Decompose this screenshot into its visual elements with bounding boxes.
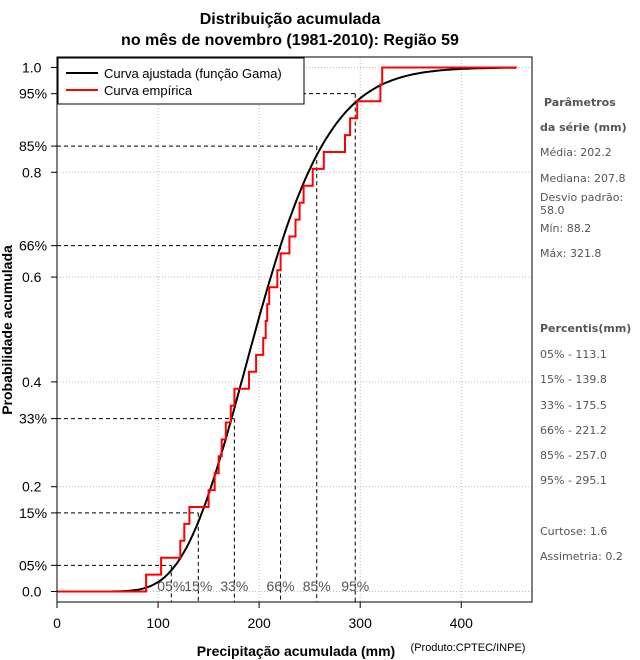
x-tick-label: 0 bbox=[53, 615, 61, 631]
stat-curtose: Curtose: 1.6 bbox=[540, 525, 608, 538]
legend-label-empirical: Curva empírica bbox=[104, 83, 193, 98]
grid bbox=[56, 57, 532, 602]
x-tick-label: 400 bbox=[450, 615, 474, 631]
pctl-05: 05% - 113.1 bbox=[540, 348, 607, 361]
stat-mediana: Mediana: 207.8 bbox=[540, 172, 626, 185]
y-axis-label: Probabilidade acumulada bbox=[0, 245, 15, 415]
stat-assimetria: Assimetria: 0.2 bbox=[540, 550, 623, 563]
y-tick-label: 0.2 bbox=[22, 479, 42, 495]
stat-media: Média: 202.2 bbox=[540, 146, 612, 159]
y-tick-percentile-label: 15% bbox=[19, 505, 47, 521]
y-tick-label: 1.0 bbox=[22, 59, 42, 75]
chart-title-line-2: no mês de novembro (1981-2010): Região 5… bbox=[121, 32, 459, 49]
stat-min: Mín: 88.2 bbox=[540, 222, 592, 235]
params-title-2: da série (mm) bbox=[540, 121, 627, 134]
pctl-33: 33% - 175.5 bbox=[540, 399, 607, 412]
y-tick-percentile-label: 66% bbox=[19, 238, 47, 254]
percentile-axis-label: 33% bbox=[220, 578, 248, 594]
y-tick-percentile-label: 95% bbox=[19, 86, 47, 102]
params-title-1: Parâmetros bbox=[544, 96, 616, 109]
y-tick-label: 0.6 bbox=[22, 269, 42, 285]
credit-label: (Produto:CPTEC/INPE) bbox=[411, 642, 526, 654]
x-tick-label: 100 bbox=[146, 615, 170, 631]
percentile-labels: 05%15% 33% 66% 85% 95% bbox=[157, 578, 369, 594]
y-tick-percentile-label: 33% bbox=[19, 411, 47, 427]
fitted-gamma-curve bbox=[57, 66, 516, 593]
percentile-axis-label: 66% bbox=[267, 578, 295, 594]
stat-max: Máx: 321.8 bbox=[540, 247, 602, 260]
curves bbox=[56, 66, 517, 593]
y-tick-label: 0.4 bbox=[22, 374, 42, 390]
legend-box bbox=[57, 57, 305, 105]
percentile-axis-label: 05% bbox=[157, 578, 185, 594]
x-ticks: 0 100 200 300 400 bbox=[53, 602, 473, 631]
x-axis-label: Precipitação acumulada (mm) bbox=[197, 643, 395, 659]
x-tick-label: 200 bbox=[247, 615, 271, 631]
y-tick-percentile-label: 05% bbox=[19, 557, 47, 573]
percentile-axis-label: 15% bbox=[184, 578, 212, 594]
chart-title-line-1: Distribuição acumulada bbox=[200, 11, 381, 28]
legend-label-fitted: Curva ajustada (função Gama) bbox=[104, 66, 282, 81]
pctl-85: 85% - 257.0 bbox=[540, 449, 607, 462]
plot-frame bbox=[56, 56, 533, 603]
empirical-step-curve bbox=[56, 66, 517, 593]
y-tick-label: 0.8 bbox=[22, 164, 42, 180]
x-tick-label: 300 bbox=[349, 615, 373, 631]
y-tick-label: 0.0 bbox=[22, 584, 42, 600]
pctl-66: 66% - 221.2 bbox=[540, 424, 607, 437]
percentile-axis-label: 95% bbox=[341, 578, 369, 594]
stat-desvio: Desvio padrão: 58.0 bbox=[540, 191, 624, 217]
legend: Curva ajustada (função Gama) Curva empír… bbox=[57, 57, 305, 105]
percentile-axis-label: 85% bbox=[303, 578, 331, 594]
percentis-title: Percentis(mm) bbox=[540, 322, 632, 335]
pctl-15: 15% - 139.8 bbox=[540, 373, 607, 386]
y-tick-percentile-label: 85% bbox=[19, 138, 47, 154]
pctl-95: 95% - 295.1 bbox=[540, 474, 607, 487]
y-ticks: 0.0 0.2 0.4 0.6 0.8 1.0 05% 15% 33% 66% 85% 95% bbox=[19, 59, 57, 600]
